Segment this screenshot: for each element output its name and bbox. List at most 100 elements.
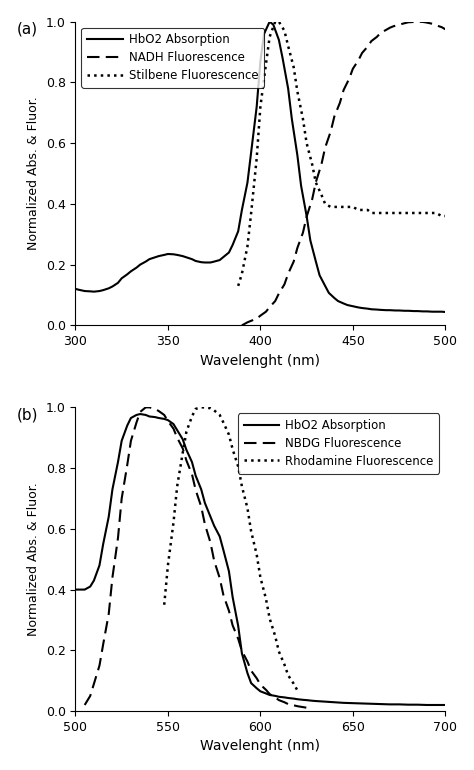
HbO2 Absorption: [73, 585, 78, 594]
NADH Fluorescence: [285, 269, 291, 278]
NBDG Fluorescence: [226, 606, 232, 615]
HbO2 Absorption: [443, 701, 448, 710]
NBDG Fluorescence: [230, 621, 236, 630]
NBDG Fluorescence: [273, 693, 278, 702]
NBDG Fluorescence: [146, 403, 152, 412]
Rhodamine Fluorescence: [294, 686, 300, 695]
HbO2 Absorption: [97, 561, 102, 570]
Stilbene Fluorescence: [405, 209, 411, 218]
NBDG Fluorescence: [254, 674, 260, 683]
Stilbene Fluorescence: [356, 206, 361, 215]
NADH Fluorescence: [257, 311, 263, 320]
NADH Fluorescence: [313, 177, 319, 186]
NADH Fluorescence: [248, 316, 254, 326]
NBDG Fluorescence: [109, 573, 115, 582]
NBDG Fluorescence: [291, 701, 297, 710]
Stilbene Fluorescence: [310, 160, 315, 169]
NADH Fluorescence: [341, 85, 346, 95]
NBDG Fluorescence: [208, 538, 213, 547]
X-axis label: Wavelenght (nm): Wavelenght (nm): [201, 353, 320, 367]
Rhodamine Fluorescence: [202, 403, 208, 412]
NADH Fluorescence: [304, 212, 310, 221]
NBDG Fluorescence: [239, 646, 245, 655]
NBDG Fluorescence: [202, 520, 208, 529]
Line: NADH Fluorescence: NADH Fluorescence: [242, 22, 446, 326]
NADH Fluorescence: [391, 22, 396, 31]
NADH Fluorescence: [273, 296, 278, 306]
NADH Fluorescence: [415, 17, 420, 26]
NBDG Fluorescence: [263, 685, 269, 695]
NADH Fluorescence: [378, 28, 383, 38]
NADH Fluorescence: [368, 36, 374, 45]
NBDG Fluorescence: [87, 691, 93, 701]
Rhodamine Fluorescence: [211, 406, 217, 415]
Stilbene Fluorescence: [411, 209, 417, 218]
NBDG Fluorescence: [276, 695, 282, 705]
Stilbene Fluorescence: [239, 269, 245, 278]
Stilbene Fluorescence: [285, 42, 291, 51]
NADH Fluorescence: [245, 318, 250, 327]
HbO2 Absorption: [310, 696, 315, 705]
Stilbene Fluorescence: [313, 178, 319, 187]
NBDG Fluorescence: [119, 494, 125, 503]
Stilbene Fluorescence: [387, 209, 392, 218]
Legend: HbO2 Absorption, NBDG Fluorescence, Rhodamine Fluorescence: HbO2 Absorption, NBDG Fluorescence, Rhod…: [238, 413, 439, 474]
NBDG Fluorescence: [211, 556, 217, 565]
HbO2 Absorption: [443, 307, 448, 316]
NBDG Fluorescence: [156, 407, 162, 416]
Stilbene Fluorescence: [443, 212, 448, 221]
NADH Fluorescence: [429, 19, 435, 28]
Stilbene Fluorescence: [337, 203, 343, 212]
Rhodamine Fluorescence: [248, 527, 254, 536]
NBDG Fluorescence: [171, 424, 176, 434]
Stilbene Fluorescence: [257, 102, 263, 112]
NADH Fluorescence: [405, 18, 411, 27]
Rhodamine Fluorescence: [254, 550, 260, 559]
Rhodamine Fluorescence: [208, 403, 213, 413]
NBDG Fluorescence: [161, 410, 167, 420]
NBDG Fluorescence: [267, 689, 273, 698]
NBDG Fluorescence: [91, 679, 97, 688]
NBDG Fluorescence: [285, 699, 291, 708]
NBDG Fluorescence: [82, 701, 88, 710]
NBDG Fluorescence: [97, 661, 102, 670]
Rhodamine Fluorescence: [226, 430, 232, 440]
NADH Fluorescence: [319, 160, 324, 169]
Rhodamine Fluorescence: [245, 504, 250, 513]
Stilbene Fluorescence: [304, 139, 310, 148]
NADH Fluorescence: [439, 22, 445, 32]
Rhodamine Fluorescence: [174, 482, 180, 491]
Rhodamine Fluorescence: [239, 482, 245, 491]
NADH Fluorescence: [331, 112, 337, 121]
NBDG Fluorescence: [217, 574, 223, 583]
NADH Fluorescence: [291, 257, 297, 266]
Rhodamine Fluorescence: [183, 427, 189, 437]
Rhodamine Fluorescence: [236, 462, 241, 471]
NADH Fluorescence: [402, 18, 408, 28]
NADH Fluorescence: [239, 321, 245, 330]
Line: NBDG Fluorescence: NBDG Fluorescence: [85, 407, 307, 708]
Rhodamine Fluorescence: [285, 671, 291, 680]
NADH Fluorescence: [424, 18, 430, 27]
NBDG Fluorescence: [174, 433, 180, 442]
Y-axis label: Normalized Abs. & Fluor.: Normalized Abs. & Fluor.: [27, 97, 40, 250]
NADH Fluorescence: [328, 127, 334, 136]
Stilbene Fluorescence: [300, 114, 306, 123]
HbO2 Absorption: [267, 17, 273, 26]
NBDG Fluorescence: [220, 591, 226, 600]
Rhodamine Fluorescence: [276, 647, 282, 656]
NADH Fluorescence: [346, 74, 352, 83]
NBDG Fluorescence: [198, 502, 204, 511]
Stilbene Fluorescence: [341, 203, 346, 212]
NADH Fluorescence: [396, 20, 402, 29]
Rhodamine Fluorescence: [267, 614, 273, 623]
Rhodamine Fluorescence: [230, 444, 236, 454]
Stilbene Fluorescence: [291, 62, 297, 72]
Rhodamine Fluorescence: [193, 404, 199, 413]
HbO2 Absorption: [378, 305, 383, 314]
NBDG Fluorescence: [134, 418, 139, 427]
NBDG Fluorescence: [183, 456, 189, 465]
Stilbene Fluorescence: [424, 209, 430, 218]
NBDG Fluorescence: [236, 634, 241, 644]
HbO2 Absorption: [73, 284, 78, 293]
